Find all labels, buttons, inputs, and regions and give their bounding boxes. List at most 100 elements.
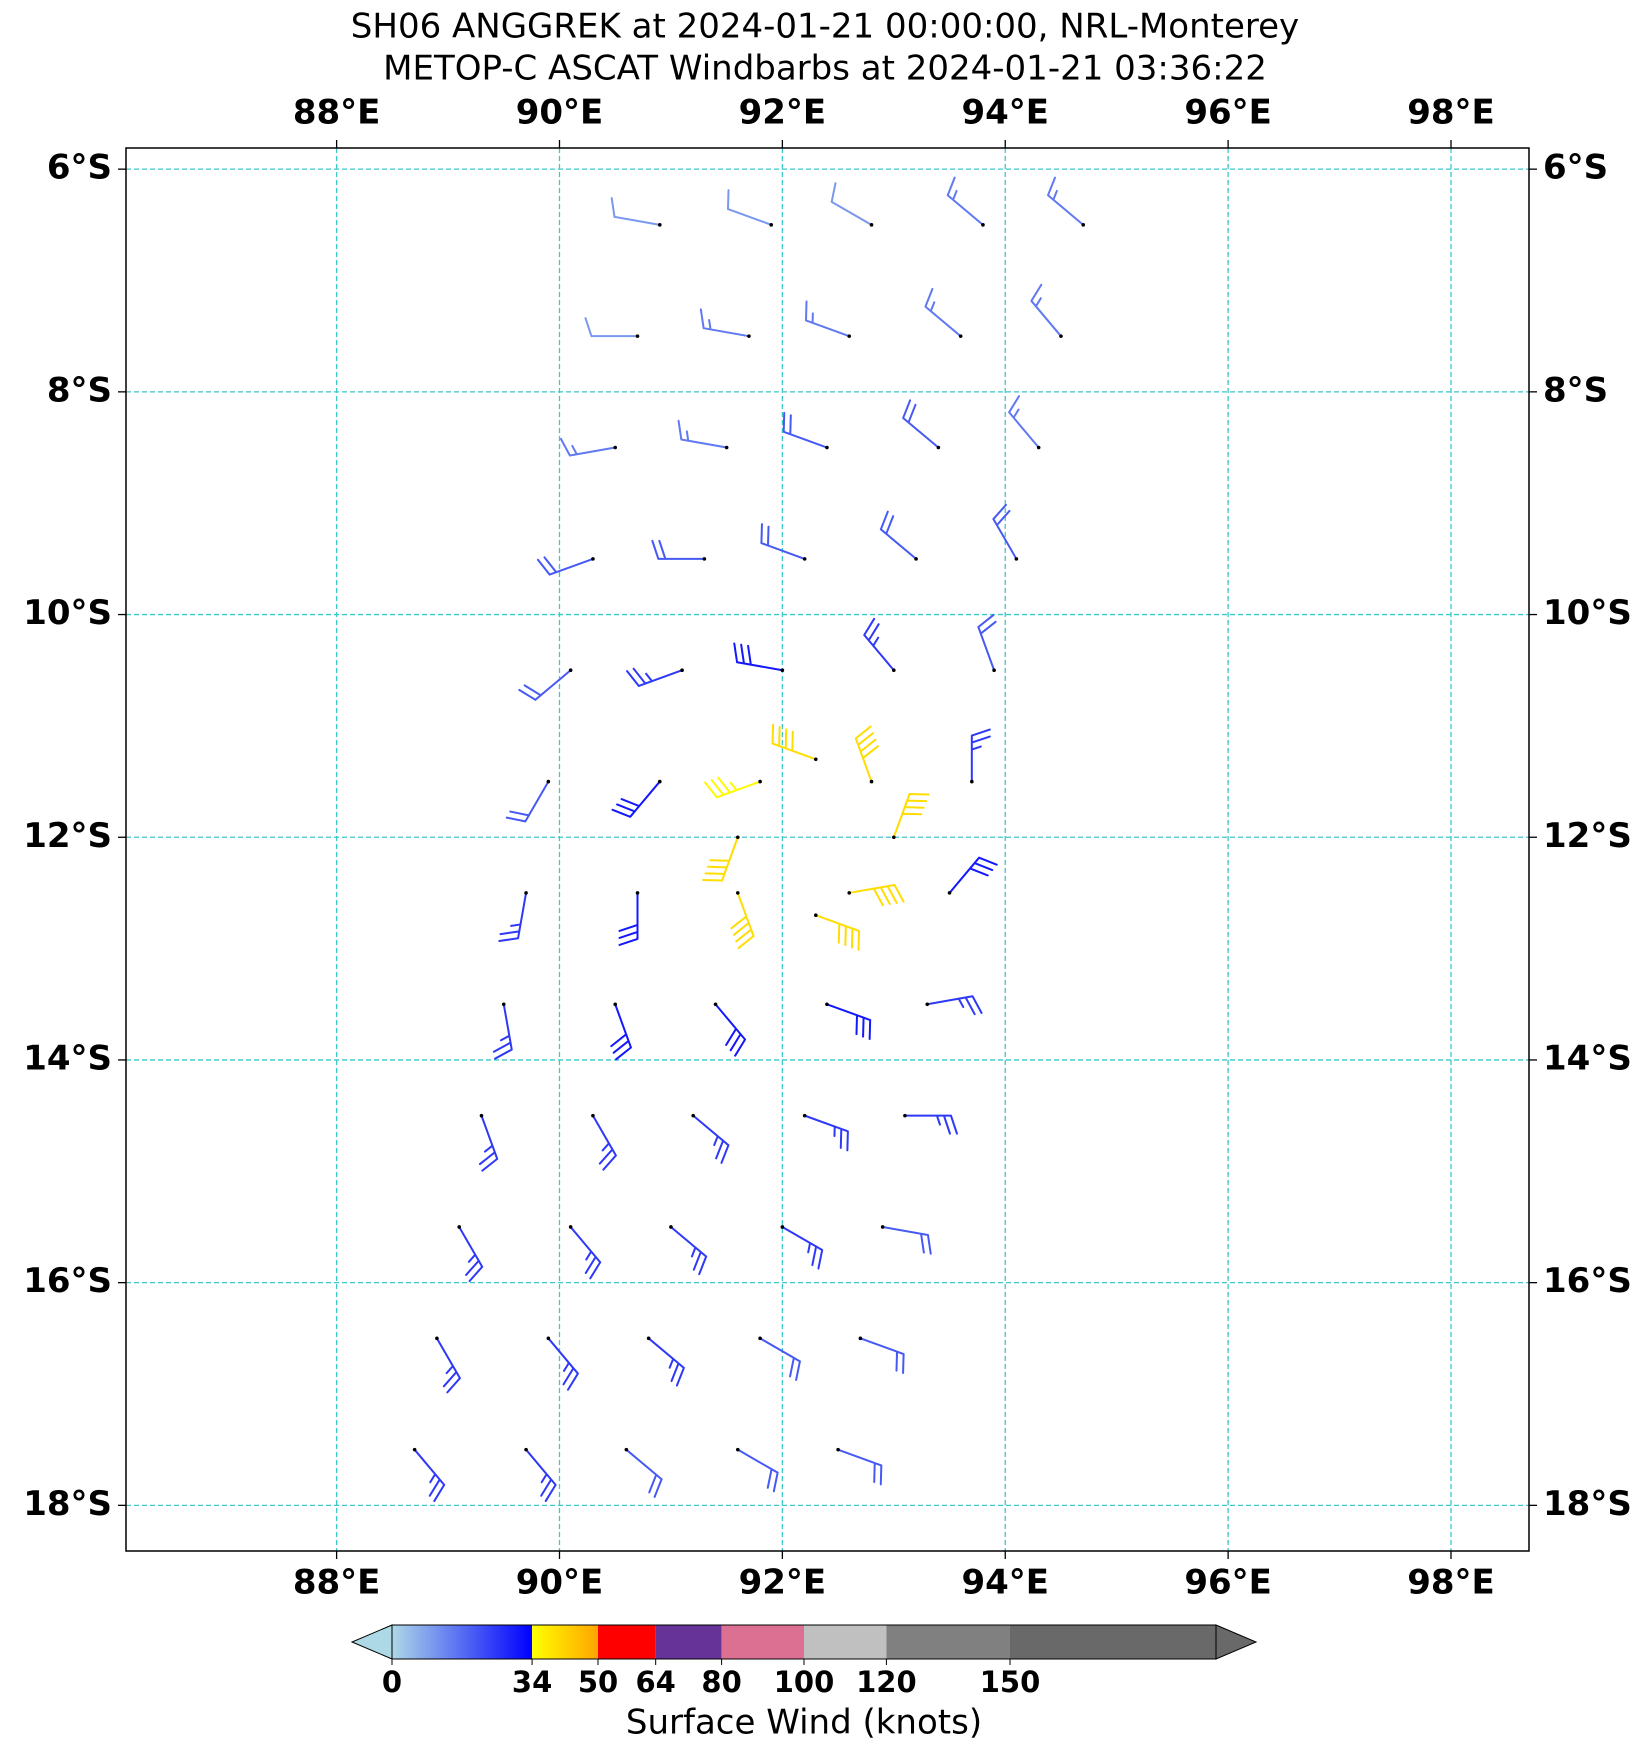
wind-barb (435, 1337, 461, 1394)
wind-barb (948, 856, 998, 894)
wind-barb (760, 523, 806, 560)
y-tick-label: 10°S (23, 593, 112, 633)
wind-barb (879, 510, 918, 560)
wind-barb (859, 1337, 905, 1375)
wind-barb (699, 308, 750, 338)
wind-barb (733, 642, 784, 672)
x-tick-label: 98°E (1407, 93, 1495, 133)
wind-barb (946, 176, 984, 226)
x-tick-label: 88°E (293, 93, 381, 133)
wind-barb (892, 793, 930, 839)
wind-barb (611, 780, 661, 818)
colorbar-segment (1010, 1625, 1216, 1659)
wind-barb (569, 1225, 602, 1280)
wind-barb (803, 1114, 849, 1152)
barb-origin (635, 334, 640, 338)
barb-origin (501, 1002, 506, 1007)
wind-barb (854, 725, 879, 783)
wind-barb (702, 836, 739, 882)
barb-origin (735, 891, 740, 895)
barb-origin (892, 668, 896, 673)
barb-origin (568, 668, 573, 673)
colorbar-segment (532, 1625, 598, 1659)
wind-barb (782, 411, 828, 449)
y-tick-label: 6°S (47, 148, 112, 188)
barb-origin (524, 1447, 528, 1452)
colorbar-tick-label: 120 (856, 1665, 917, 1699)
wind-barb (618, 891, 639, 946)
barb-origin (1059, 334, 1063, 338)
wind-barb (863, 617, 895, 672)
wind-barb (677, 419, 728, 449)
wind-barb (651, 539, 706, 560)
colorbar-segment (655, 1625, 722, 1659)
wind-barb (926, 995, 983, 1016)
x-tick-label: 94°E (961, 93, 1049, 133)
wind-barb (669, 1225, 708, 1276)
wind-barb (536, 556, 594, 576)
wind-barb (610, 197, 661, 226)
wind-barb (924, 287, 962, 338)
barb-origin (970, 779, 974, 784)
wind-barb (730, 891, 755, 949)
x-tick-label: 88°E (293, 1563, 381, 1603)
wind-barb (830, 182, 873, 226)
wind-barb (736, 1448, 779, 1493)
wind-barb (498, 891, 528, 943)
barb-origin (479, 1113, 484, 1118)
wind-barb (970, 728, 991, 783)
y-tick-label: 10°S (1543, 593, 1632, 633)
y-tick-label: 18°S (23, 1484, 112, 1524)
barb-origin (735, 1447, 740, 1452)
wind-barb (458, 1225, 484, 1283)
barb-origin (702, 557, 707, 561)
barb-origin (613, 1002, 618, 1007)
x-tick-label: 96°E (1184, 93, 1272, 133)
wind-barb (992, 503, 1018, 560)
barb-origin (669, 1225, 673, 1229)
wind-barb (714, 1003, 747, 1057)
barb-origin (780, 668, 785, 673)
barb-origin (858, 1336, 863, 1341)
barb-origin (624, 1447, 629, 1452)
wind-barb (626, 667, 684, 687)
wind-barb (591, 1114, 617, 1171)
colorbar-tick-label: 80 (701, 1665, 741, 1699)
plot-area (126, 148, 1529, 1551)
barb-origin (847, 334, 852, 338)
barb-origin (947, 891, 952, 895)
wind-barb (1008, 395, 1040, 449)
colorbar-tick-label: 100 (774, 1665, 835, 1699)
barb-origin (869, 223, 874, 227)
wind-barb (584, 317, 639, 338)
wind-barb (547, 1337, 579, 1391)
barb-origin (457, 1225, 461, 1229)
barb-origin (880, 1225, 885, 1229)
barb-origin (747, 334, 751, 338)
barb-origin (591, 557, 595, 561)
wind-barb (837, 1448, 883, 1486)
wind-barb (902, 399, 940, 449)
x-tick-label: 92°E (739, 93, 827, 133)
barb-origin (869, 779, 874, 784)
y-tick-label: 12°S (23, 816, 112, 856)
wind-barb (625, 1448, 663, 1498)
barb-origin (1081, 223, 1086, 227)
barb-origin (813, 913, 818, 917)
chart-title: SH06 ANGGREK at 2024-01-21 00:00:00, NRL… (351, 7, 1299, 47)
x-tick-label: 96°E (1184, 1563, 1272, 1603)
barb-origin (925, 1002, 930, 1007)
y-tick-label: 16°S (1543, 1261, 1632, 1301)
wind-barb (610, 1003, 632, 1061)
barb-origin (724, 445, 729, 450)
barb-origin (758, 779, 762, 784)
barb-origin (591, 1113, 595, 1118)
colorbar-tick-label: 150 (980, 1665, 1041, 1699)
barb-origin (568, 1225, 573, 1229)
barb-origin (735, 835, 740, 840)
wind-barb (781, 1225, 824, 1270)
colorbar-extend-low (350, 1624, 393, 1660)
y-tick-label: 12°S (1543, 816, 1632, 856)
wind-barb (704, 776, 762, 799)
colorbar-segment (804, 1625, 887, 1659)
